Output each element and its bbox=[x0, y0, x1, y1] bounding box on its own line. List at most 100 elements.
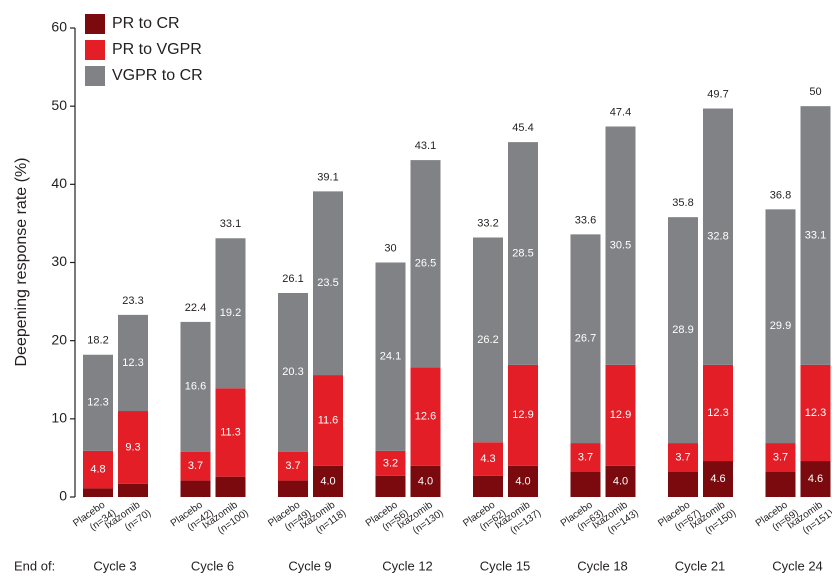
bar-segment bbox=[118, 483, 148, 497]
value-label: 4.6 bbox=[808, 473, 823, 485]
bar-segment bbox=[375, 450, 406, 476]
value-label: 4.0 bbox=[613, 475, 628, 487]
value-label: 23.5 bbox=[317, 277, 338, 289]
bar-segment bbox=[668, 471, 698, 497]
bar-segment bbox=[765, 471, 796, 497]
group-prefix: End of: bbox=[14, 558, 55, 573]
bar-segment bbox=[473, 475, 503, 497]
bar-segment bbox=[410, 367, 441, 466]
legend-label: PR to CR bbox=[112, 15, 180, 32]
legend-label: PR to VGPR bbox=[112, 41, 202, 58]
legend-swatch bbox=[85, 66, 105, 86]
bar-segment bbox=[703, 461, 733, 497]
bar-segment bbox=[118, 411, 148, 484]
value-label: 4.6 bbox=[710, 473, 725, 485]
total-label: 49.7 bbox=[707, 88, 728, 100]
bar-segment bbox=[278, 451, 308, 481]
value-label: 16.6 bbox=[185, 381, 206, 393]
bar-segment bbox=[800, 106, 831, 365]
group-label: Cycle 24 bbox=[772, 558, 823, 573]
bar-segment bbox=[473, 442, 503, 476]
legend-swatch bbox=[85, 40, 105, 60]
bar-segment bbox=[215, 238, 246, 389]
value-label: 3.2 bbox=[383, 457, 398, 469]
total-label: 33.6 bbox=[575, 214, 596, 226]
y-tick-label: 20 bbox=[51, 331, 67, 347]
value-label: 19.2 bbox=[220, 307, 241, 319]
value-label: 12.6 bbox=[415, 410, 436, 422]
value-label: 4.0 bbox=[515, 475, 530, 487]
y-tick-label: 0 bbox=[59, 488, 67, 504]
bar-segment bbox=[278, 480, 308, 497]
bar-segment bbox=[118, 314, 148, 412]
bar-segment bbox=[508, 465, 538, 497]
value-label: 3.7 bbox=[578, 451, 593, 463]
value-label: 33.1 bbox=[805, 229, 826, 241]
total-label: 33.1 bbox=[220, 218, 241, 230]
value-label: 12.3 bbox=[805, 407, 826, 419]
bar-segment bbox=[703, 364, 733, 462]
bar-segment bbox=[508, 364, 538, 466]
value-label: 30.5 bbox=[610, 240, 631, 252]
bar-segment bbox=[605, 364, 636, 466]
y-tick-label: 50 bbox=[51, 97, 67, 113]
total-label: 35.8 bbox=[672, 197, 693, 209]
legend-label: VGPR to CR bbox=[112, 67, 203, 84]
value-label: 9.3 bbox=[125, 441, 140, 453]
total-label: 18.2 bbox=[87, 335, 108, 347]
y-tick-label: 10 bbox=[51, 410, 67, 426]
y-tick-label: 30 bbox=[51, 253, 67, 269]
bar-segment bbox=[668, 443, 698, 472]
value-label: 4.0 bbox=[320, 475, 335, 487]
bar-segment bbox=[765, 209, 796, 444]
bar-segment bbox=[508, 142, 538, 365]
bar-segment bbox=[570, 443, 601, 472]
value-label: 28.9 bbox=[672, 324, 693, 336]
value-label: 11.6 bbox=[318, 414, 339, 426]
bar-segment bbox=[570, 234, 601, 444]
bar-segment bbox=[668, 217, 698, 444]
bar-segment bbox=[83, 450, 113, 489]
value-label: 24.1 bbox=[380, 351, 401, 363]
value-label: 4.3 bbox=[480, 453, 495, 465]
bar-segment bbox=[765, 443, 796, 472]
value-label: 20.3 bbox=[282, 366, 303, 378]
value-label: 28.5 bbox=[512, 247, 533, 259]
bar-segment bbox=[570, 471, 601, 497]
group-label: Cycle 12 bbox=[382, 558, 433, 573]
bar-segment bbox=[313, 375, 343, 466]
total-label: 23.3 bbox=[122, 295, 143, 307]
value-label: 29.9 bbox=[770, 320, 791, 332]
bar-segment bbox=[375, 262, 406, 451]
bar-segment bbox=[605, 126, 636, 365]
bar-segment bbox=[703, 108, 733, 365]
group-label: Cycle 21 bbox=[675, 558, 726, 573]
bar-segment bbox=[313, 465, 343, 497]
bar-segment bbox=[410, 160, 441, 368]
value-label: 3.7 bbox=[773, 451, 788, 463]
total-label: 30 bbox=[384, 242, 396, 254]
group-label: Cycle 3 bbox=[93, 558, 136, 573]
value-label: 4.8 bbox=[90, 464, 105, 476]
bar-segment bbox=[313, 191, 343, 376]
group-label: Cycle 18 bbox=[577, 558, 628, 573]
y-tick-label: 60 bbox=[51, 19, 67, 35]
value-label: 12.3 bbox=[122, 357, 143, 369]
bar-segment bbox=[83, 488, 113, 497]
value-label: 4.0 bbox=[418, 475, 433, 487]
y-tick-label: 40 bbox=[51, 175, 67, 191]
value-label: 12.3 bbox=[707, 407, 728, 419]
value-label: 26.2 bbox=[477, 334, 498, 346]
value-label: 3.7 bbox=[188, 460, 203, 472]
value-label: 12.9 bbox=[512, 409, 533, 421]
bar-segment bbox=[215, 388, 246, 477]
bar-segment bbox=[800, 461, 831, 497]
legend-swatch bbox=[85, 14, 105, 34]
bar-segment bbox=[215, 476, 246, 497]
total-label: 22.4 bbox=[185, 302, 206, 314]
value-label: 12.3 bbox=[87, 397, 108, 409]
value-label: 26.7 bbox=[575, 333, 596, 345]
bar-segment bbox=[83, 354, 113, 451]
group-label: Cycle 15 bbox=[480, 558, 531, 573]
